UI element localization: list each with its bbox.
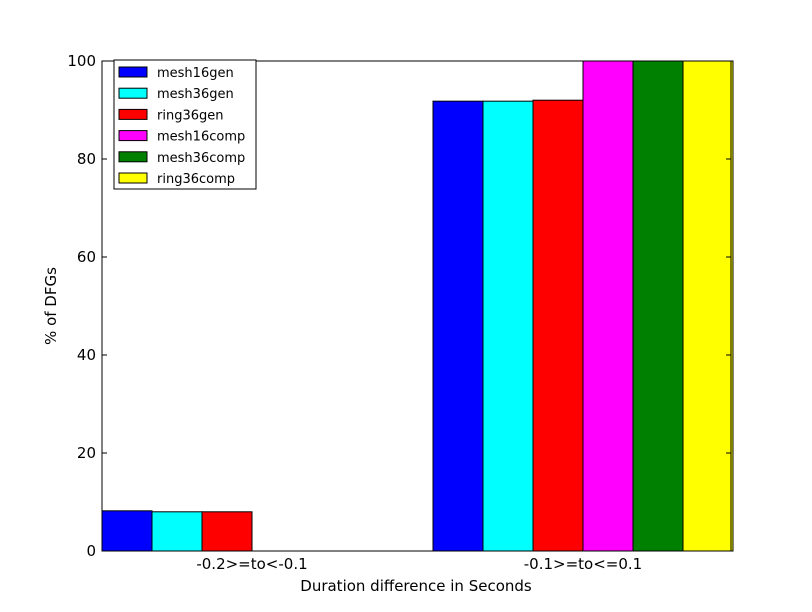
legend-box [113,59,257,190]
y-tick-label: 100 [67,52,96,70]
x-axis-label: Duration difference in Seconds [300,577,532,595]
y-tick-label: 60 [77,248,96,266]
y-tick-label: 20 [77,444,96,462]
bar-mesh36comp-1 [632,60,684,552]
legend-swatch-mesh36comp [118,151,148,163]
y-axis-label: % of DFGs [42,267,60,345]
bar-ring36gen-1 [532,99,584,552]
legend-swatch-mesh16gen [118,66,148,78]
bar-mesh16gen-1 [432,100,484,552]
bar-mesh16gen-0 [101,510,153,552]
legend-swatch-ring36gen [118,108,148,120]
legend-label-mesh36gen: mesh36gen [157,87,234,102]
y-tick-label: 40 [77,346,96,364]
legend-label-ring36comp: ring36comp [157,172,235,187]
bar-mesh16comp-1 [582,60,634,552]
legend-label-mesh16gen: mesh16gen [157,66,234,81]
bar-ring36gen-0 [201,511,253,552]
bar-mesh36gen-1 [482,100,534,552]
legend-swatch-mesh16comp [118,130,148,142]
legend-label-mesh36comp: mesh36comp [157,151,245,166]
legend-swatch-ring36comp [118,172,148,184]
plot-frame [101,60,732,552]
legend-label-ring36gen: ring36gen [157,108,223,123]
bar-ring36comp-1 [682,60,734,552]
y-axis: 0 20 40 60 80 100 [67,52,731,560]
x-tick-label: -0.1>=to<=0.1 [524,555,642,573]
y-tick-label: 0 [86,542,96,560]
x-tick-label: -0.2>=to<-0.1 [196,555,307,573]
legend: mesh16gen mesh36gen ring36gen mesh16comp mes… [113,59,257,190]
x-axis: -0.2>=to<-0.1 -0.1>=to<=0.1 [196,61,642,573]
y-tick-label: 80 [77,150,96,168]
bars-layer [101,60,734,552]
bar-mesh36gen-0 [151,511,203,552]
legend-label-mesh16comp: mesh16comp [157,130,245,145]
legend-swatch-mesh36gen [118,87,148,99]
